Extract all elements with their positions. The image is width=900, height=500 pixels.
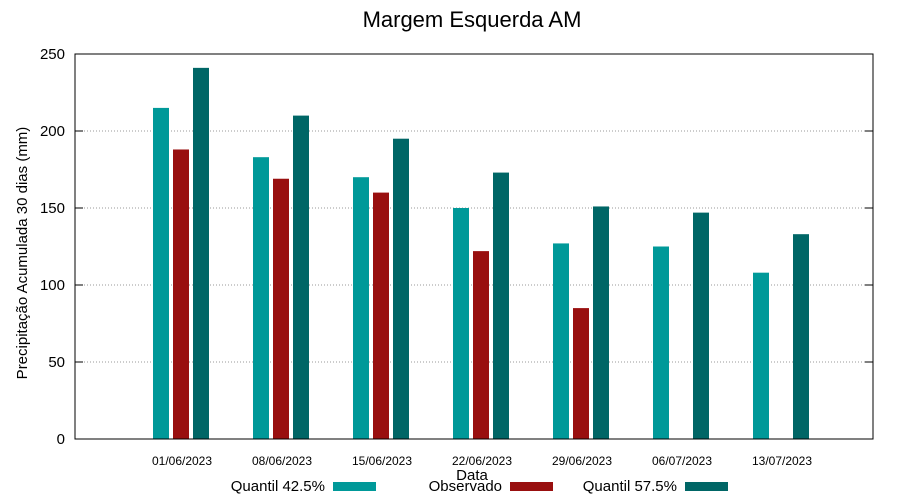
- bar: [453, 208, 469, 439]
- y-tick-label: 250: [40, 46, 65, 63]
- x-axis-label: Data: [456, 467, 488, 484]
- y-axis-label: Precipitação Acumulada 30 dias (mm): [14, 127, 31, 380]
- x-tick-label: 06/07/2023: [652, 454, 712, 468]
- legend-label: Quantil 42.5%: [231, 478, 325, 495]
- bar: [193, 67, 209, 440]
- bar: [753, 272, 769, 439]
- x-tick-label: 22/06/2023: [452, 454, 512, 468]
- bar: [253, 157, 269, 439]
- chart-title: Margem Esquerda AM: [363, 7, 582, 32]
- plot-frame: [74, 53, 874, 440]
- bar: [293, 115, 309, 439]
- y-tick-label: 200: [40, 123, 65, 140]
- bar: [173, 149, 189, 440]
- bar: [593, 206, 609, 439]
- x-tick-label: 13/07/2023: [752, 454, 812, 468]
- bar: [153, 107, 169, 440]
- y-tick-label: 100: [40, 277, 65, 294]
- legend-label: Quantil 57.5%: [583, 478, 677, 495]
- x-tick-label: 08/06/2023: [252, 454, 312, 468]
- legend-label: Observado: [429, 478, 502, 495]
- bar: [373, 192, 389, 439]
- x-axis-ticks: 01/06/2023 08/06/2023 15/06/2023 22/06/2023…: [152, 454, 812, 468]
- bar: [273, 178, 289, 440]
- y-axis-ticks: 0 50 100 150 200 250: [40, 46, 873, 448]
- bar: [353, 177, 369, 439]
- bar: [653, 246, 669, 439]
- x-tick-label: 29/06/2023: [552, 454, 612, 468]
- bar: [493, 172, 509, 439]
- bar: [573, 308, 589, 439]
- bar: [793, 234, 809, 439]
- bar: [393, 138, 409, 439]
- y-tick-label: 50: [48, 354, 65, 371]
- legend-swatch: [685, 482, 728, 491]
- legend-swatch: [510, 482, 553, 491]
- y-tick-label: 150: [40, 200, 65, 217]
- legend: Quantil 42.5% Observado Quantil 57.5%: [231, 478, 728, 495]
- legend-swatch: [333, 482, 376, 491]
- y-tick-label: 0: [57, 431, 65, 448]
- bars: [153, 67, 809, 440]
- x-tick-label: 15/06/2023: [352, 454, 412, 468]
- x-tick-label: 01/06/2023: [152, 454, 212, 468]
- bar: [553, 243, 569, 439]
- bar: [693, 212, 709, 439]
- bar: [473, 251, 489, 439]
